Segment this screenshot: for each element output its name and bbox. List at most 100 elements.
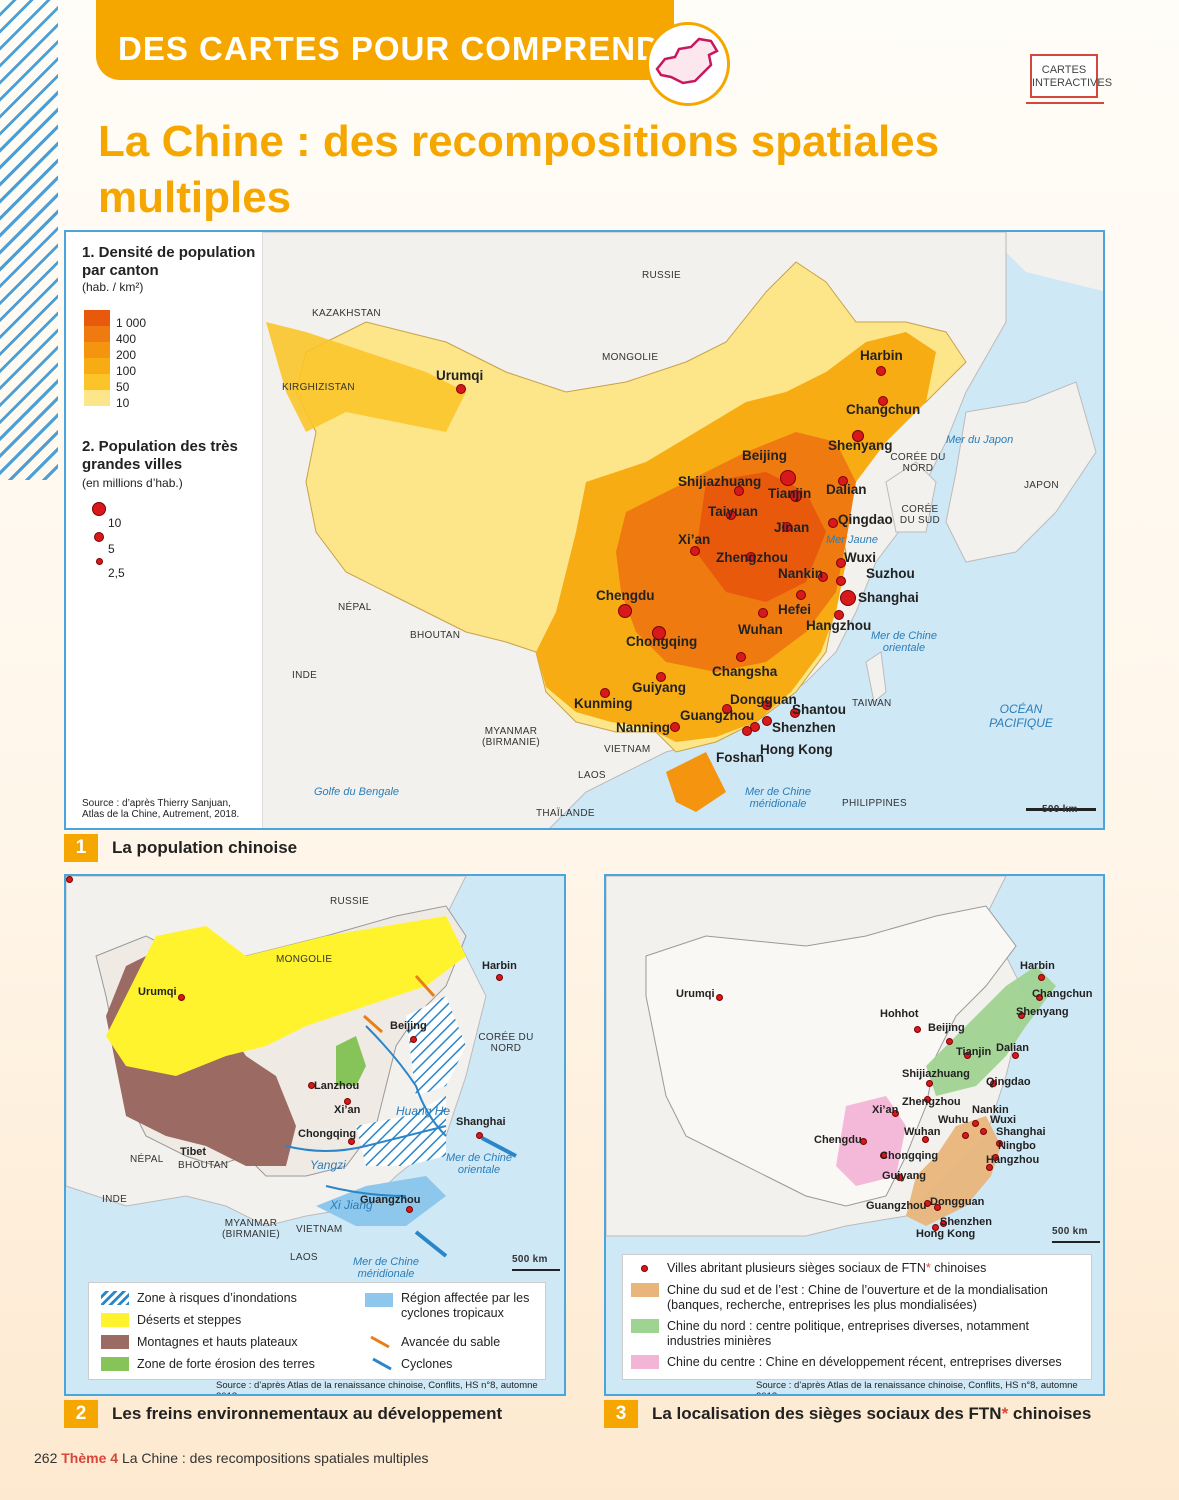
city-marker xyxy=(406,1206,413,1213)
city-marker xyxy=(746,552,756,562)
city-marker xyxy=(410,1036,417,1043)
map2-scale: 500 km xyxy=(512,1254,548,1265)
city-label: Nankin xyxy=(778,566,824,581)
city-label: Foshan xyxy=(716,750,765,765)
city-marker xyxy=(986,1164,993,1171)
city-size-dot-large xyxy=(92,502,106,516)
city-marker xyxy=(722,704,732,714)
city-marker xyxy=(1012,1052,1019,1059)
legend-mountains: Montagnes et hauts plateaux xyxy=(137,1335,298,1349)
city-label: Tibet xyxy=(180,1146,207,1158)
legend-hq-star: * xyxy=(925,1261,931,1275)
river-label: Xi Jiang xyxy=(330,1198,373,1212)
city-label: Dalian xyxy=(996,1042,1030,1054)
sea-label: Golfe du Bengale xyxy=(314,786,400,798)
city-label: Urumqi xyxy=(138,986,177,998)
city-marker xyxy=(924,1096,931,1103)
city-marker xyxy=(790,708,800,718)
map1-legend: 1. Densité de population par canton (hab… xyxy=(66,232,263,828)
country-label: BHOUTAN xyxy=(178,1160,229,1171)
legend-hq: Villes abritant plusieurs sièges sociaux… xyxy=(667,1261,986,1276)
map3-caption: La localisation des sièges sociaux des F… xyxy=(652,1404,1091,1424)
north-swatch xyxy=(631,1319,659,1333)
city-marker xyxy=(656,672,666,682)
city-marker xyxy=(926,1080,933,1087)
country-label: NÉPAL xyxy=(130,1154,164,1165)
city-marker xyxy=(990,1080,997,1087)
city-label: Tianjin xyxy=(768,486,812,501)
city-label: Dalian xyxy=(826,482,867,497)
city-label: Beijing xyxy=(390,1020,427,1032)
city-label: Qingdao xyxy=(838,512,893,527)
map3-source: Source : d’après Atlas de la renaissance… xyxy=(756,1380,1078,1394)
city-marker xyxy=(964,1052,971,1059)
country-label: PHILIPPINES xyxy=(842,798,907,809)
city-label: Hefei xyxy=(778,602,812,617)
legend-cyclone-region: Région affectée par les cyclones tropica… xyxy=(401,1291,530,1320)
cities-legend-title: 2. Population des très grandes villes xyxy=(82,438,238,473)
density-swatch xyxy=(84,390,110,406)
city-label: Shijiazhuang xyxy=(678,474,762,489)
city-label: Guiyang xyxy=(632,680,687,695)
density-legend-title: 1. Densité de population par canton xyxy=(82,244,256,279)
city-label: Guiyang xyxy=(882,1170,927,1182)
city-label: Zhengzhou xyxy=(902,1096,961,1108)
city-label: Chongqing xyxy=(626,634,698,649)
city-marker xyxy=(1018,1012,1025,1019)
city-size-label-large: 10 xyxy=(108,516,122,530)
city-marker xyxy=(782,522,792,532)
sea-label: Mer de Chine orientale xyxy=(445,1152,513,1176)
city-label: Guangzhou xyxy=(680,708,755,723)
city-marker xyxy=(852,430,864,442)
interactive-maps-button[interactable]: CARTES INTERACTIVES xyxy=(1030,54,1112,98)
map3-caption-text: La localisation des sièges sociaux des F… xyxy=(652,1404,1002,1423)
city-marker xyxy=(496,974,503,981)
map1-scale: 500 km xyxy=(1042,804,1078,815)
city-label: Chengdu xyxy=(596,588,655,603)
density-value: 400 xyxy=(116,332,137,346)
legend-north: Chine du nord : centre politique, entrep… xyxy=(667,1319,1029,1348)
density-swatch xyxy=(84,374,110,390)
country-label: CORÉE DU NORD xyxy=(890,452,946,474)
country-label: KAZAKHSTAN xyxy=(312,308,381,319)
country-label: KIRGHIZISTAN xyxy=(282,382,355,393)
city-size-label-small: 2,5 xyxy=(108,566,125,580)
sea-label: Mer du Japon xyxy=(946,434,1014,446)
city-marker xyxy=(456,384,466,394)
city-label: Taiyuan xyxy=(708,504,759,519)
country-label: INDE xyxy=(292,670,318,681)
page-title-line2: multiples xyxy=(98,173,292,222)
city-marker xyxy=(736,652,746,662)
city-label: Hohhot xyxy=(880,1008,919,1020)
sea-label: Mer de Chine méridionale xyxy=(352,1256,420,1280)
density-swatch xyxy=(84,342,110,358)
sea-label: Mer de Chine méridionale xyxy=(744,786,812,810)
city-marker xyxy=(726,510,736,520)
city-size-label-medium: 5 xyxy=(108,542,115,556)
city-marker xyxy=(818,572,828,582)
city-label: Kunming xyxy=(574,696,633,711)
sea-label: Mer de Chine orientale xyxy=(870,630,938,654)
city-marker xyxy=(344,1098,351,1105)
legend-sand: Avancée du sable xyxy=(401,1335,501,1349)
map3-legend: Villes abritant plusieurs sièges sociaux… xyxy=(622,1254,1092,1380)
centre-swatch xyxy=(631,1355,659,1369)
city-marker xyxy=(840,590,856,606)
city-marker xyxy=(992,1154,999,1161)
city-label: Shanghai xyxy=(456,1116,506,1128)
cities-legend-unit: (en millions d’hab.) xyxy=(82,476,183,490)
city-marker xyxy=(652,626,666,640)
city-label: Harbin xyxy=(860,348,903,363)
city-label: Ningbo xyxy=(998,1140,1036,1152)
legend-desert: Déserts et steppes xyxy=(137,1313,242,1327)
country-label: NÉPAL xyxy=(338,602,372,613)
city-label: Shenzhen xyxy=(772,720,836,735)
country-label: RUSSIE xyxy=(330,896,370,907)
city-label: Tianjin xyxy=(956,1046,992,1058)
footer-theme: Thème 4 xyxy=(61,1450,119,1466)
city-label: Dongguan xyxy=(930,1196,985,1208)
city-label: Harbin xyxy=(482,960,517,972)
country-label: THAÏLANDE xyxy=(536,808,595,819)
city-label: Beijing xyxy=(928,1022,965,1034)
city-label: Changchun xyxy=(846,402,921,417)
